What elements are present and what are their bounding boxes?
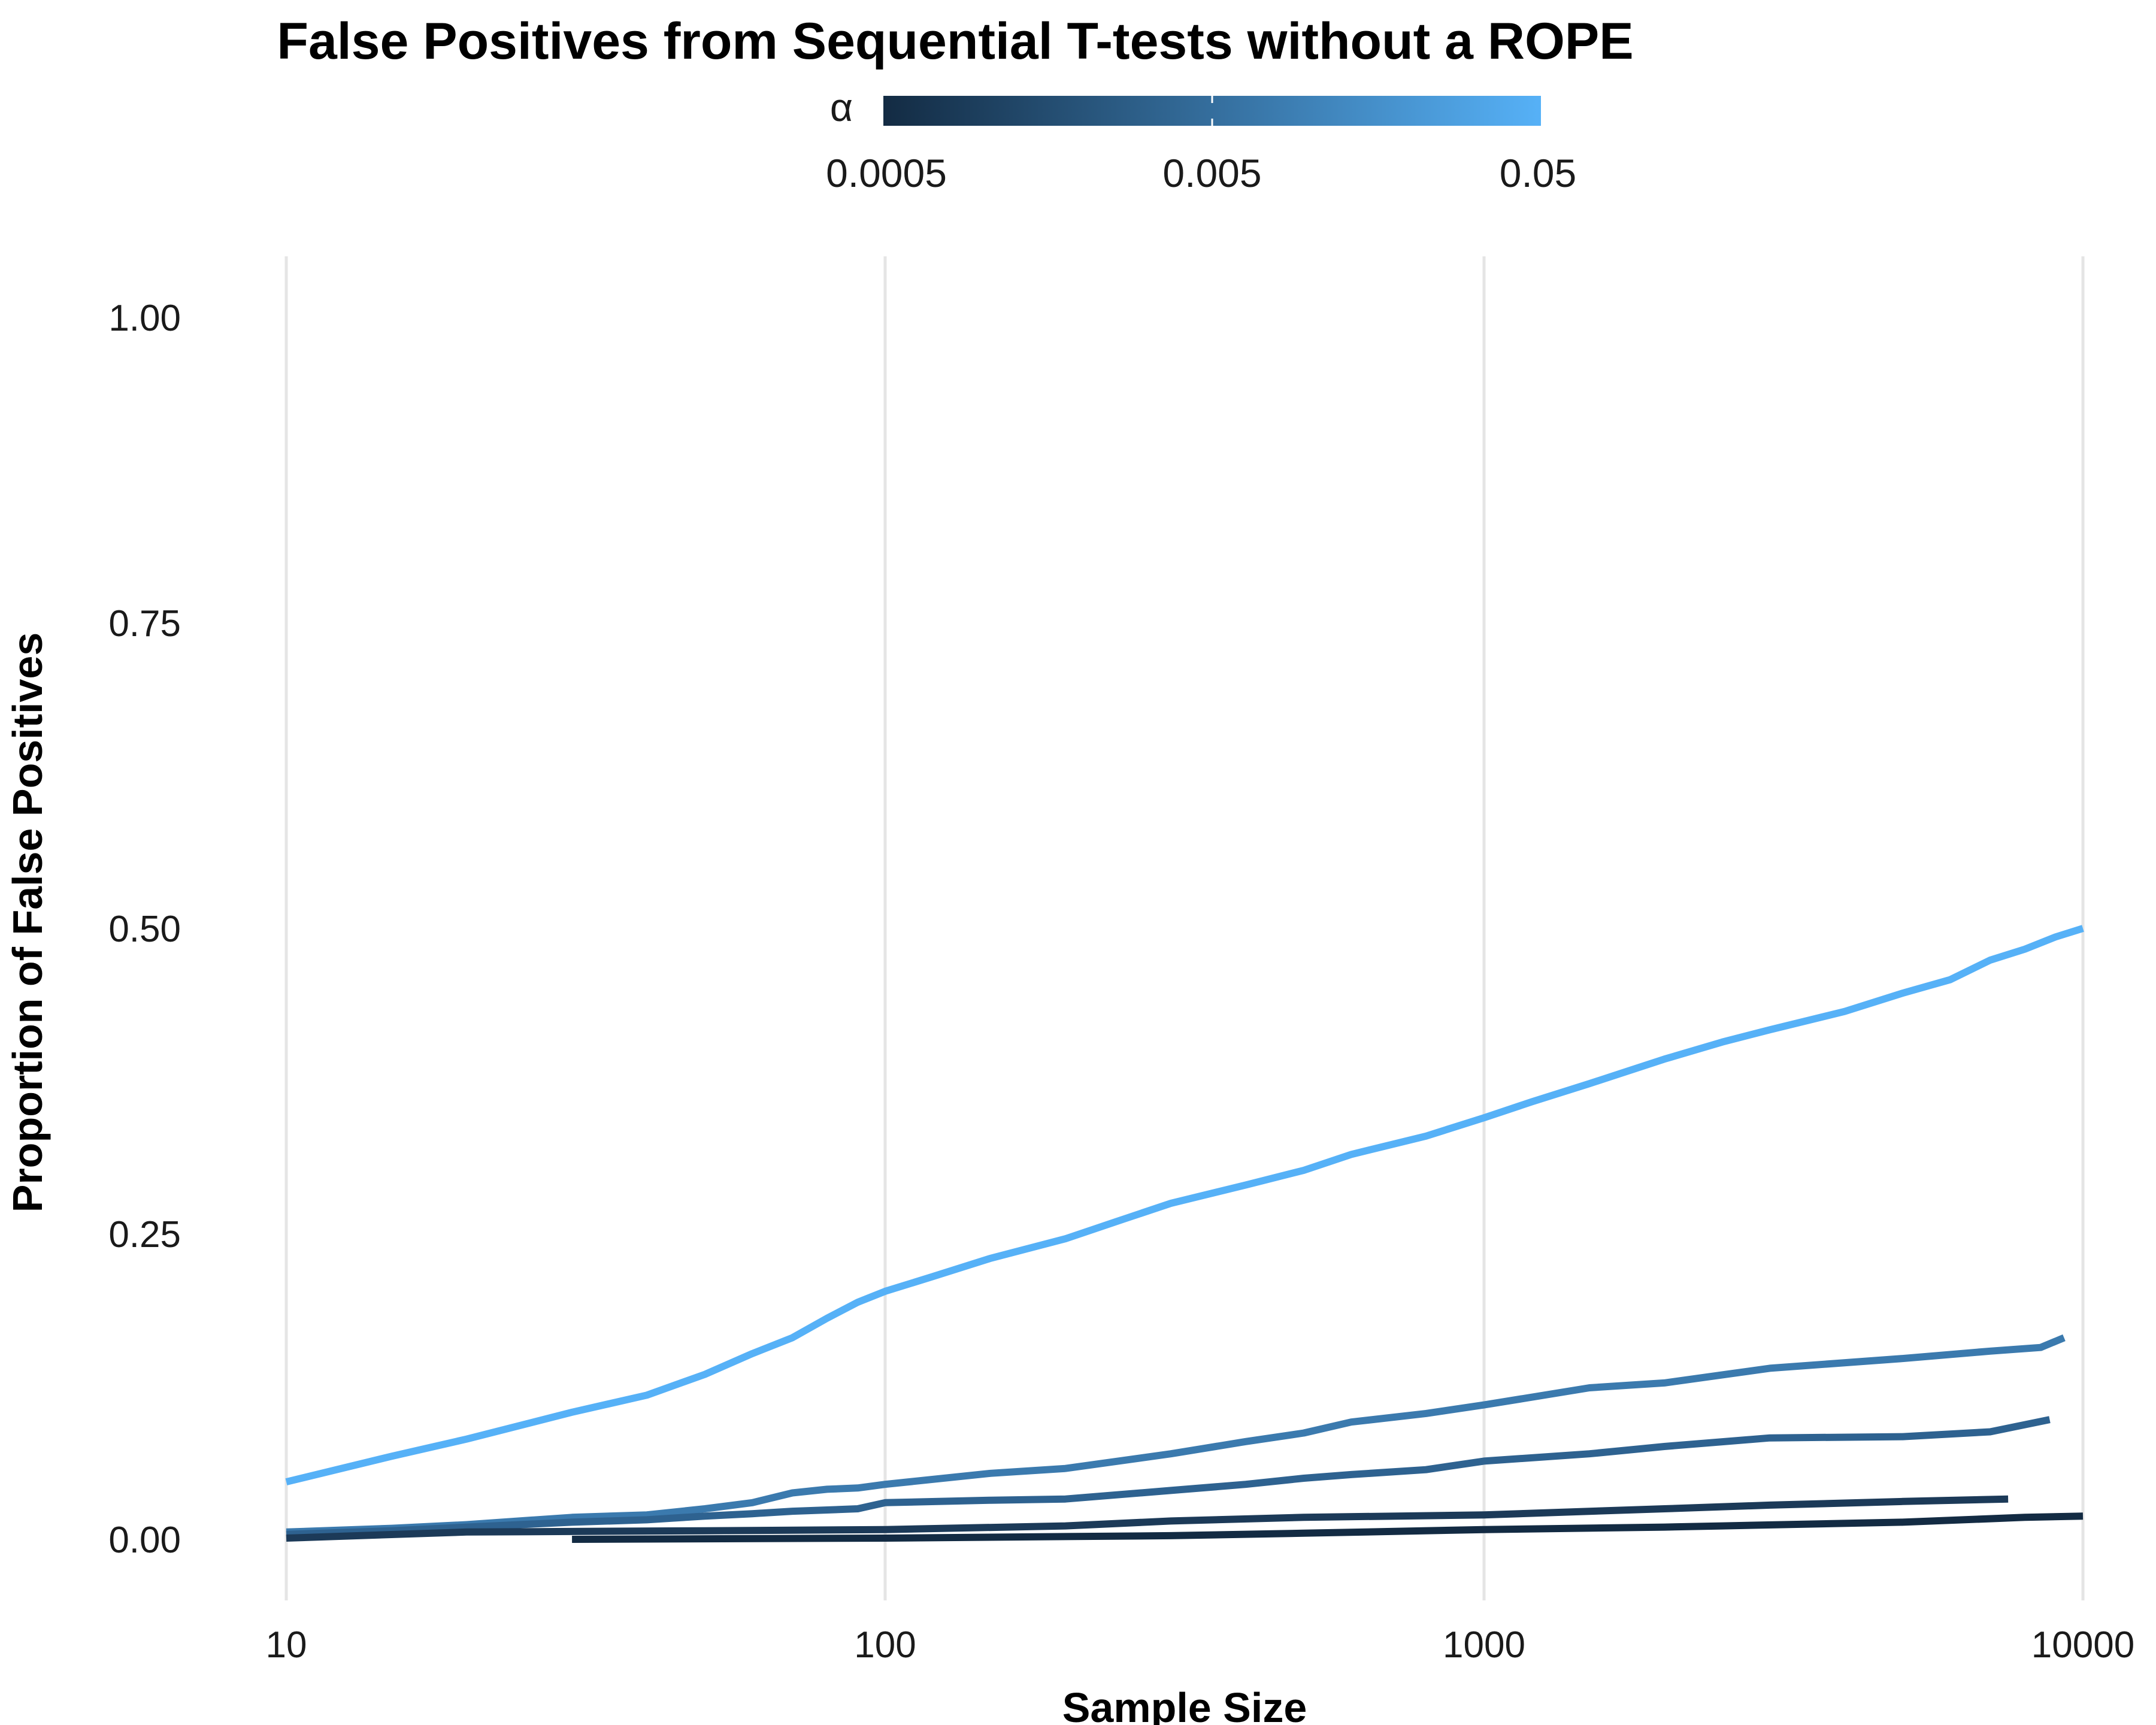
x-axis-title: Sample Size xyxy=(1062,1684,1307,1725)
series-line-alpha-0_05 xyxy=(285,925,2084,1485)
colorbar-label: 0.0005 xyxy=(826,151,947,195)
y-tick-label: 0.00 xyxy=(108,1520,181,1561)
series-line-alpha-0_0005 xyxy=(572,1512,2084,1543)
y-tick-label: 0.25 xyxy=(108,1214,181,1255)
y-axis-title: Proportion of False Positives xyxy=(4,632,51,1213)
y-tick-label: 0.50 xyxy=(108,909,181,950)
x-tick-label: 100 xyxy=(854,1624,916,1666)
chart-title: False Positives from Sequential T-tests … xyxy=(277,13,1633,70)
x-tick-label: 1000 xyxy=(1443,1624,1525,1666)
colorbar-label: 0.005 xyxy=(1162,151,1261,195)
y-tick-label: 1.00 xyxy=(108,298,181,339)
x-tick-label: 10 xyxy=(266,1624,307,1666)
colorbar-label: 0.05 xyxy=(1500,151,1576,195)
x-tick-label: 10000 xyxy=(2031,1624,2134,1666)
legend-title: α xyxy=(830,85,853,129)
legend-colorbar: α 0.0005 0.005 0.05 xyxy=(826,85,1576,195)
series-line-alpha-0_001 xyxy=(286,1495,2009,1542)
series-line-alpha-0_01 xyxy=(286,1334,2066,1536)
series-line-alpha-0_005 xyxy=(286,1416,2051,1538)
y-tick-label: 0.75 xyxy=(108,603,181,644)
